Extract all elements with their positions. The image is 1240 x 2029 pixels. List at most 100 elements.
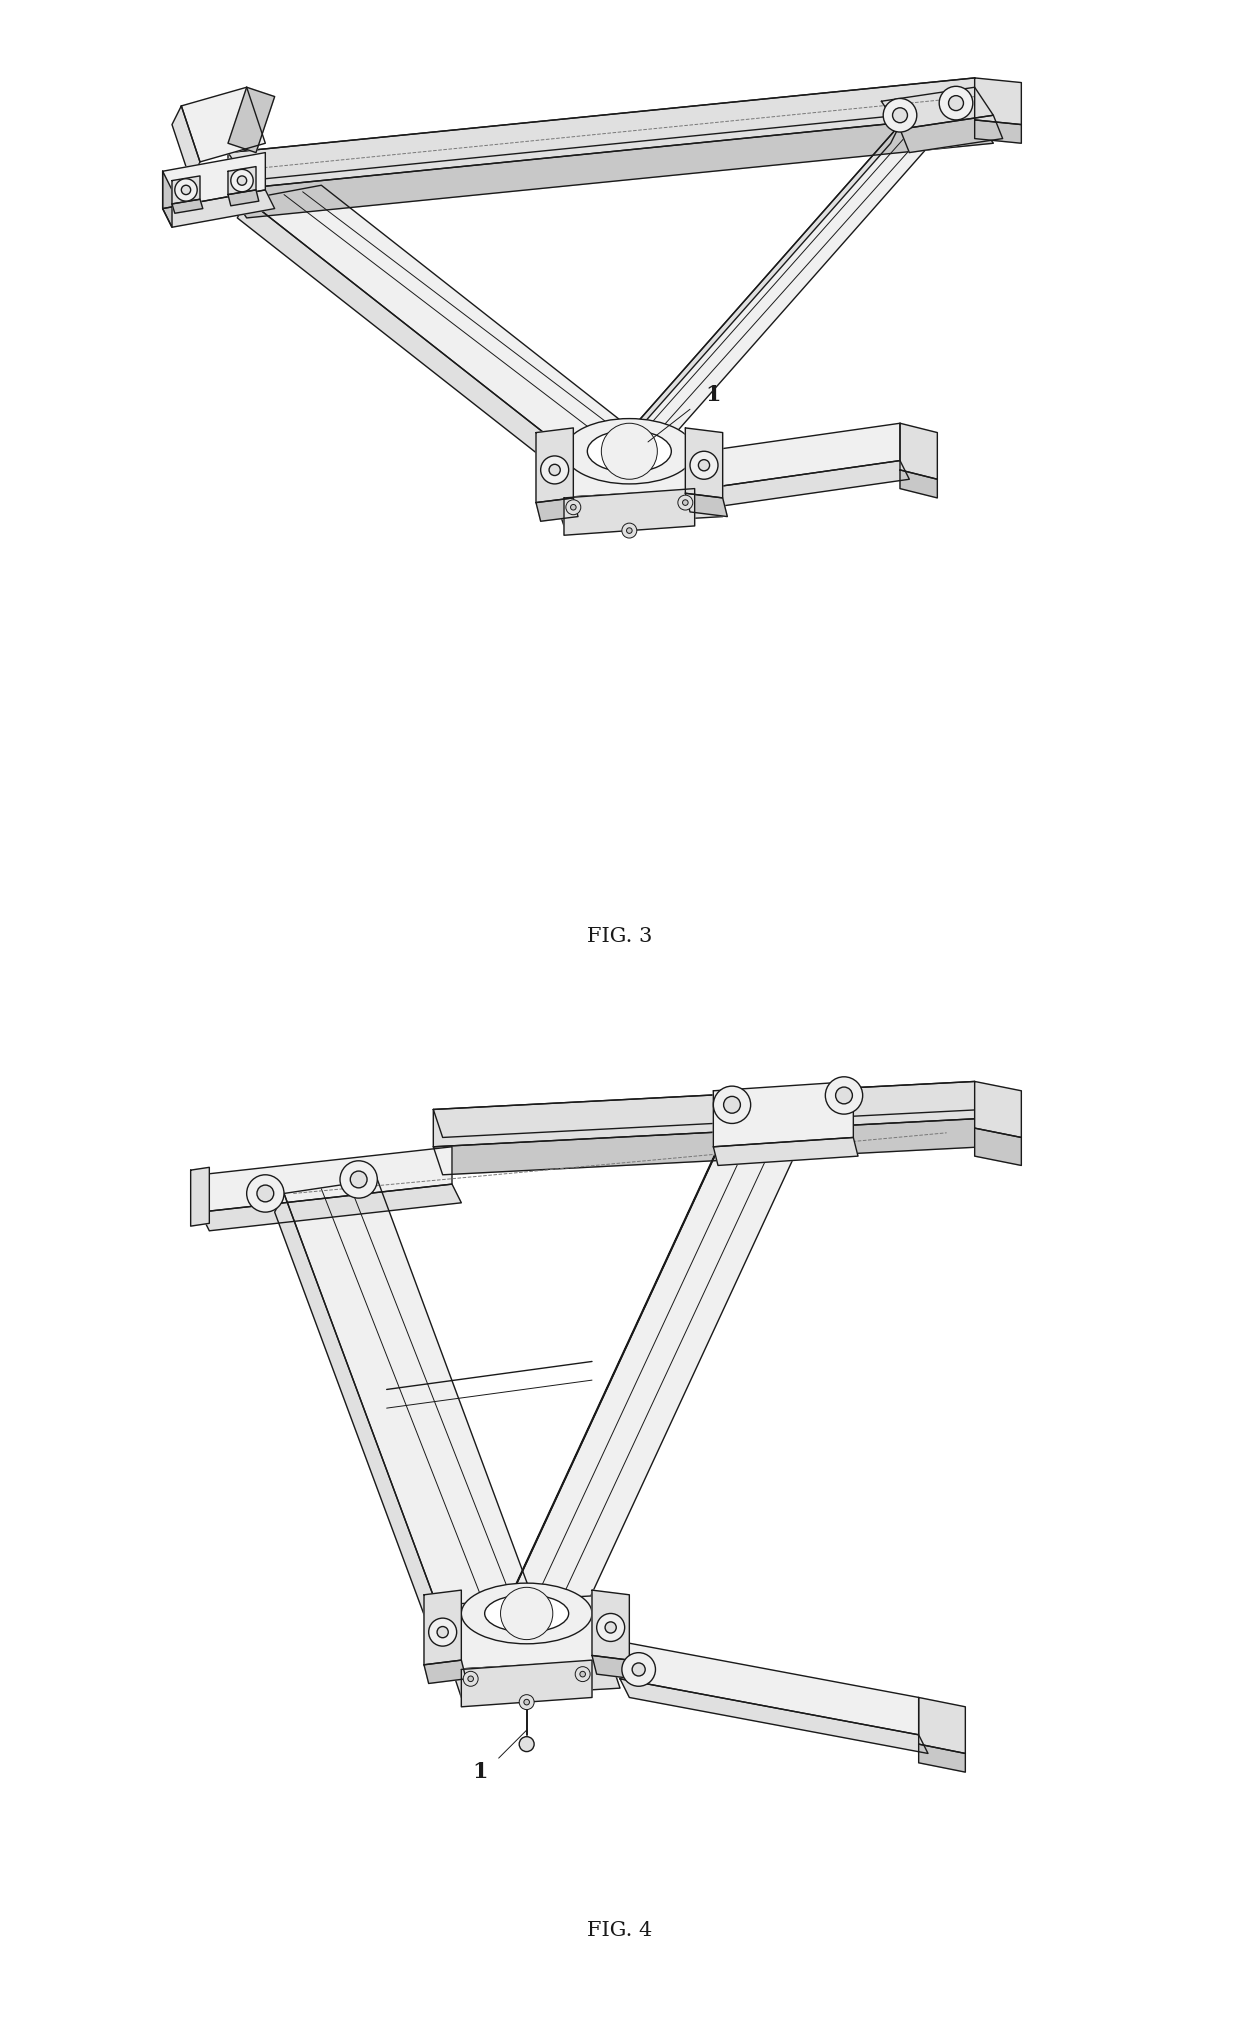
Polygon shape	[247, 185, 649, 457]
Polygon shape	[228, 166, 255, 195]
Polygon shape	[453, 1595, 610, 1670]
Circle shape	[596, 1613, 625, 1641]
Polygon shape	[686, 493, 728, 517]
Circle shape	[175, 179, 197, 201]
Polygon shape	[433, 1081, 985, 1138]
Ellipse shape	[485, 1595, 569, 1631]
Polygon shape	[228, 87, 275, 152]
Polygon shape	[181, 87, 265, 162]
Polygon shape	[564, 489, 694, 536]
Circle shape	[231, 168, 253, 193]
Polygon shape	[591, 1656, 634, 1678]
Polygon shape	[620, 1678, 928, 1753]
Circle shape	[580, 1672, 585, 1676]
Circle shape	[501, 1587, 553, 1639]
Polygon shape	[200, 1185, 461, 1232]
Circle shape	[949, 95, 963, 110]
Polygon shape	[490, 1118, 732, 1641]
Polygon shape	[900, 424, 937, 479]
Circle shape	[939, 87, 973, 120]
Circle shape	[247, 1175, 284, 1211]
Polygon shape	[228, 116, 993, 217]
Text: 1: 1	[706, 383, 722, 406]
Polygon shape	[191, 1167, 210, 1226]
Circle shape	[350, 1171, 367, 1187]
Circle shape	[605, 1621, 616, 1633]
Polygon shape	[919, 1698, 965, 1753]
Circle shape	[836, 1088, 852, 1104]
Polygon shape	[919, 1745, 965, 1771]
Polygon shape	[424, 1591, 461, 1664]
Polygon shape	[453, 1660, 620, 1698]
Text: 1: 1	[472, 1761, 487, 1783]
Circle shape	[520, 1694, 534, 1710]
Circle shape	[682, 499, 688, 505]
Circle shape	[565, 499, 580, 515]
Circle shape	[826, 1077, 863, 1114]
Circle shape	[464, 1672, 479, 1686]
Polygon shape	[975, 77, 1022, 124]
Circle shape	[549, 465, 560, 475]
Polygon shape	[461, 1660, 591, 1706]
Circle shape	[893, 108, 908, 122]
Circle shape	[429, 1619, 456, 1646]
Polygon shape	[228, 191, 259, 205]
Circle shape	[541, 457, 569, 483]
Polygon shape	[275, 1193, 453, 1664]
Polygon shape	[172, 106, 200, 181]
Polygon shape	[591, 1591, 630, 1660]
Ellipse shape	[461, 1583, 591, 1643]
Polygon shape	[536, 428, 573, 503]
Polygon shape	[424, 1660, 466, 1684]
Polygon shape	[704, 424, 900, 489]
Polygon shape	[975, 1128, 1022, 1165]
Circle shape	[626, 528, 632, 534]
Circle shape	[570, 505, 577, 509]
Polygon shape	[975, 1081, 1022, 1138]
Polygon shape	[162, 152, 265, 209]
Circle shape	[257, 1185, 274, 1201]
Polygon shape	[433, 1081, 975, 1146]
Ellipse shape	[564, 418, 694, 483]
Polygon shape	[172, 199, 203, 213]
Circle shape	[689, 450, 718, 479]
Text: FIG. 3: FIG. 3	[588, 927, 652, 946]
Circle shape	[436, 1627, 449, 1637]
Polygon shape	[620, 116, 956, 442]
Circle shape	[632, 1664, 645, 1676]
Circle shape	[622, 1654, 656, 1686]
Circle shape	[575, 1666, 590, 1682]
Polygon shape	[975, 120, 1022, 144]
Polygon shape	[554, 489, 723, 526]
Circle shape	[883, 99, 916, 132]
Circle shape	[237, 177, 247, 185]
Circle shape	[520, 1737, 534, 1751]
Polygon shape	[172, 177, 200, 203]
Circle shape	[467, 1676, 474, 1682]
Circle shape	[698, 461, 709, 471]
Circle shape	[724, 1096, 740, 1114]
Polygon shape	[704, 461, 909, 507]
Circle shape	[181, 185, 191, 195]
Polygon shape	[713, 1081, 853, 1146]
Polygon shape	[284, 1179, 546, 1646]
Polygon shape	[620, 1641, 919, 1735]
Polygon shape	[900, 471, 937, 497]
Circle shape	[678, 495, 693, 509]
Polygon shape	[882, 87, 993, 130]
Polygon shape	[162, 170, 172, 227]
Polygon shape	[498, 1110, 816, 1623]
Circle shape	[713, 1086, 750, 1124]
Polygon shape	[536, 497, 578, 521]
Polygon shape	[162, 191, 275, 227]
Polygon shape	[200, 1146, 453, 1211]
Polygon shape	[228, 77, 975, 191]
Polygon shape	[554, 432, 713, 497]
Polygon shape	[610, 124, 900, 461]
Circle shape	[601, 424, 657, 479]
Polygon shape	[900, 116, 1003, 152]
Polygon shape	[237, 199, 573, 475]
Ellipse shape	[588, 430, 671, 473]
Text: FIG. 4: FIG. 4	[588, 1921, 652, 1940]
Polygon shape	[713, 1138, 858, 1165]
